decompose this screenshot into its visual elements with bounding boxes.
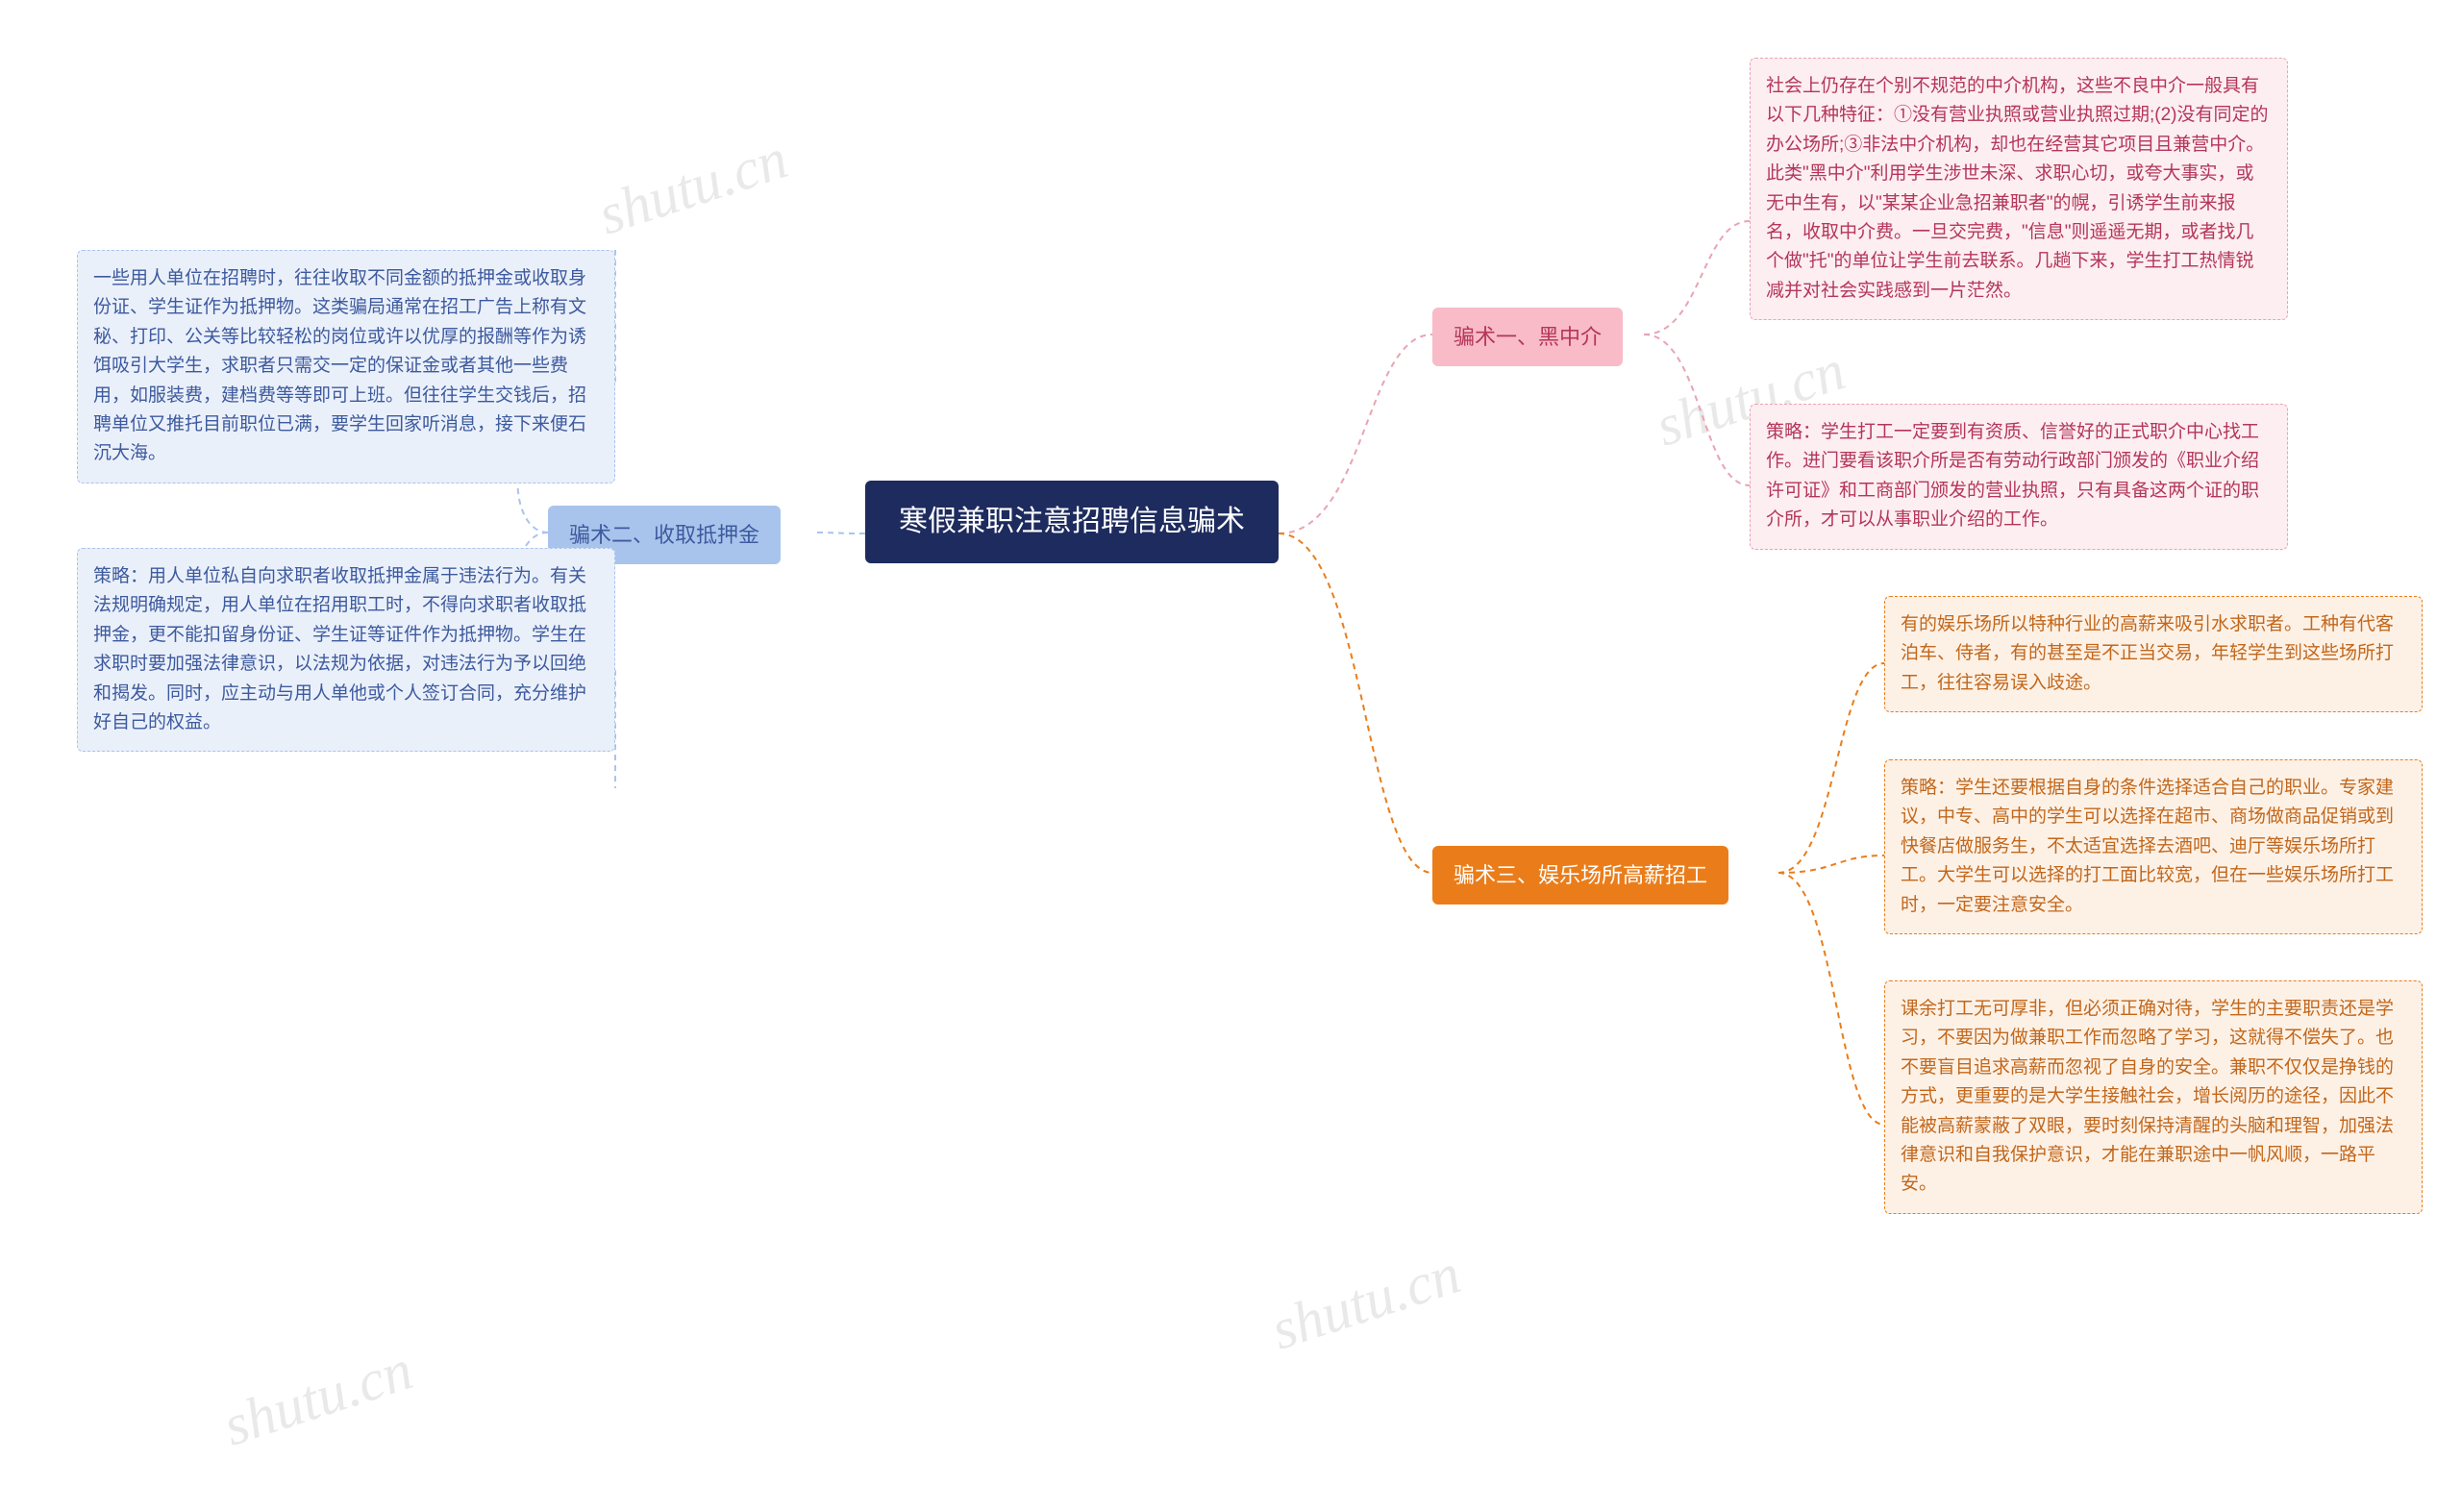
branch-scam3: 骗术三、娱乐场所高薪招工 — [1432, 846, 1728, 905]
watermark: shutu.cn — [590, 126, 795, 249]
leaf-scam1-strategy: 策略：学生打工一定要到有资质、信誉好的正式职介中心找工作。进门要看该职介所是否有… — [1750, 404, 2288, 550]
leaf-scam3-advice: 课余打工无可厚非，但必须正确对待，学生的主要职责还是学习，不要因为做兼职工作而忽… — [1884, 980, 2423, 1214]
watermark: shutu.cn — [215, 1337, 420, 1460]
leaf-scam3-strategy: 策略：学生还要根据自身的条件选择适合自己的职业。专家建议，中专、高中的学生可以选… — [1884, 759, 2423, 934]
leaf-scam2-strategy: 策略：用人单位私自向求职者收取抵押金属于违法行为。有关法规明确规定，用人单位在招… — [77, 548, 615, 752]
branch-scam1: 骗术一、黑中介 — [1432, 308, 1623, 366]
leaf-scam2-desc: 一些用人单位在招聘时，往往收取不同金额的抵押金或收取身份证、学生证作为抵押物。这… — [77, 250, 615, 483]
root-node: 寒假兼职注意招聘信息骗术 — [865, 481, 1279, 563]
watermark: shutu.cn — [1263, 1241, 1468, 1364]
leaf-scam3-desc: 有的娱乐场所以特种行业的高薪来吸引水求职者。工种有代客泊车、侍者，有的甚至是不正… — [1884, 596, 2423, 712]
leaf-scam1-desc: 社会上仍存在个别不规范的中介机构，这些不良中介一般具有以下几种特征：①没有营业执… — [1750, 58, 2288, 320]
